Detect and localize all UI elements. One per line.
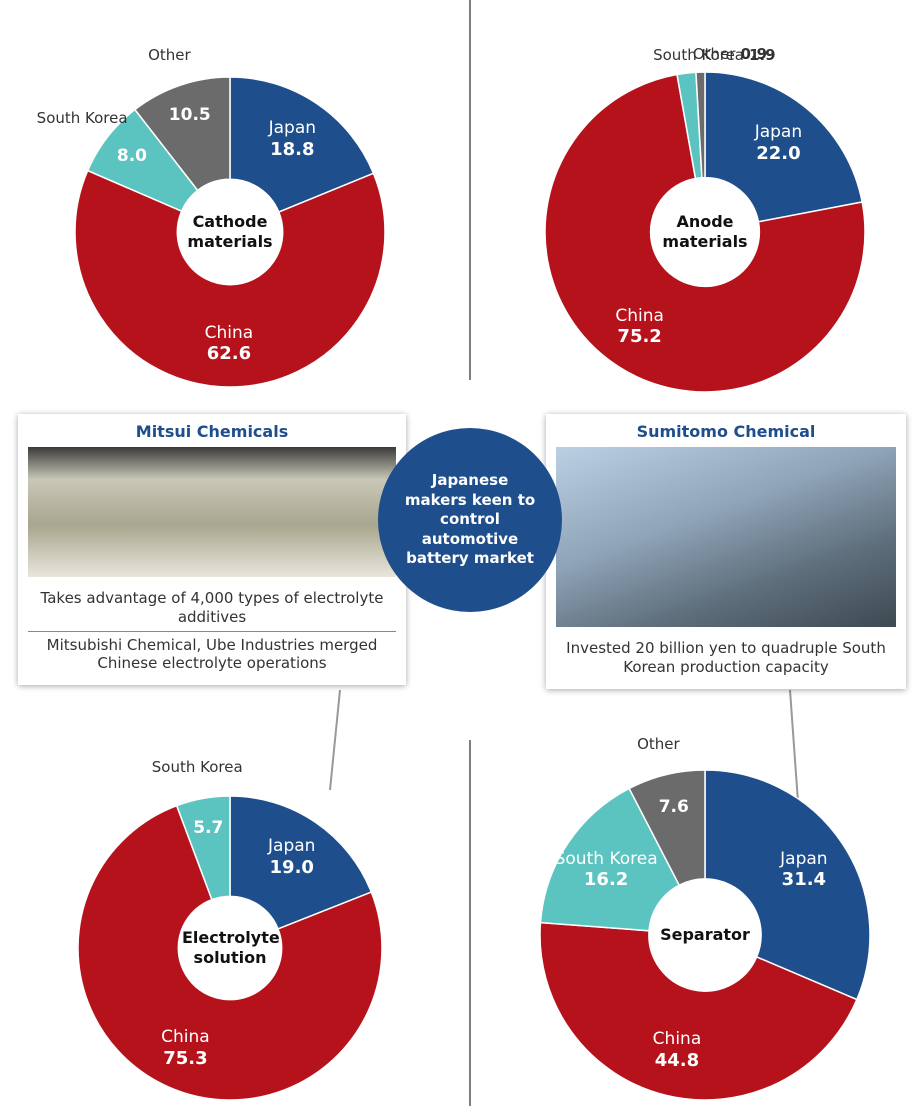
value-label: 31.4 bbox=[780, 869, 827, 891]
category-label: Japan bbox=[780, 849, 827, 869]
chart-title: Electrolyte solution bbox=[182, 928, 278, 968]
category-label: China bbox=[205, 323, 254, 343]
value-label: 22.0 bbox=[755, 143, 802, 165]
value-label: 10.5 bbox=[169, 104, 211, 124]
photo bbox=[556, 447, 896, 627]
category-label: Japan bbox=[269, 118, 316, 138]
center-label: Japanese makers keen to control automoti… bbox=[378, 428, 562, 612]
value-label: 44.8 bbox=[653, 1050, 702, 1072]
value-label: 0.9 bbox=[740, 45, 767, 63]
value-label: 75.3 bbox=[161, 1048, 210, 1070]
category-label: Other bbox=[693, 45, 736, 63]
value-label: 8.0 bbox=[117, 146, 147, 166]
callout-text: Mitsubishi Chemical, Ube Industries merg… bbox=[28, 631, 396, 678]
value-label: 62.6 bbox=[205, 343, 254, 365]
callout-text: Takes advantage of 4,000 types of electr… bbox=[28, 585, 396, 631]
value-label: 18.8 bbox=[269, 139, 316, 161]
photo bbox=[28, 447, 396, 577]
chart-title: Cathode materials bbox=[182, 212, 278, 252]
callout-text: Invested 20 billion yen to quadruple Sou… bbox=[556, 635, 896, 681]
pointer bbox=[330, 690, 340, 790]
chart-title: Anode materials bbox=[657, 212, 753, 252]
value-label: 5.7 bbox=[193, 818, 223, 838]
category-label: China bbox=[615, 306, 664, 326]
chart-title: Separator bbox=[657, 925, 753, 945]
category-label: South Korea bbox=[555, 849, 658, 869]
category-label: China bbox=[653, 1029, 702, 1049]
category-label: Japan bbox=[268, 836, 315, 856]
value-label: 16.2 bbox=[555, 869, 658, 891]
callout-title: Sumitomo Chemical bbox=[556, 422, 896, 441]
value-label: 7.6 bbox=[659, 797, 689, 817]
category-label: Other bbox=[148, 46, 191, 64]
category-label: Other bbox=[637, 735, 680, 753]
value-label: 19.0 bbox=[268, 857, 315, 879]
category-label: South Korea bbox=[152, 758, 243, 776]
value-label: 75.2 bbox=[615, 326, 664, 348]
category-label: South Korea bbox=[37, 109, 128, 127]
infographic: Mitsui Chemicals Takes advantage of 4,00… bbox=[0, 0, 916, 1106]
category-label: China bbox=[161, 1027, 210, 1047]
callout-title: Mitsui Chemicals bbox=[28, 422, 396, 441]
callout: Sumitomo Chemical Invested 20 billion ye… bbox=[546, 414, 906, 689]
callout: Mitsui Chemicals Takes advantage of 4,00… bbox=[18, 414, 406, 685]
category-label: Japan bbox=[755, 122, 802, 142]
